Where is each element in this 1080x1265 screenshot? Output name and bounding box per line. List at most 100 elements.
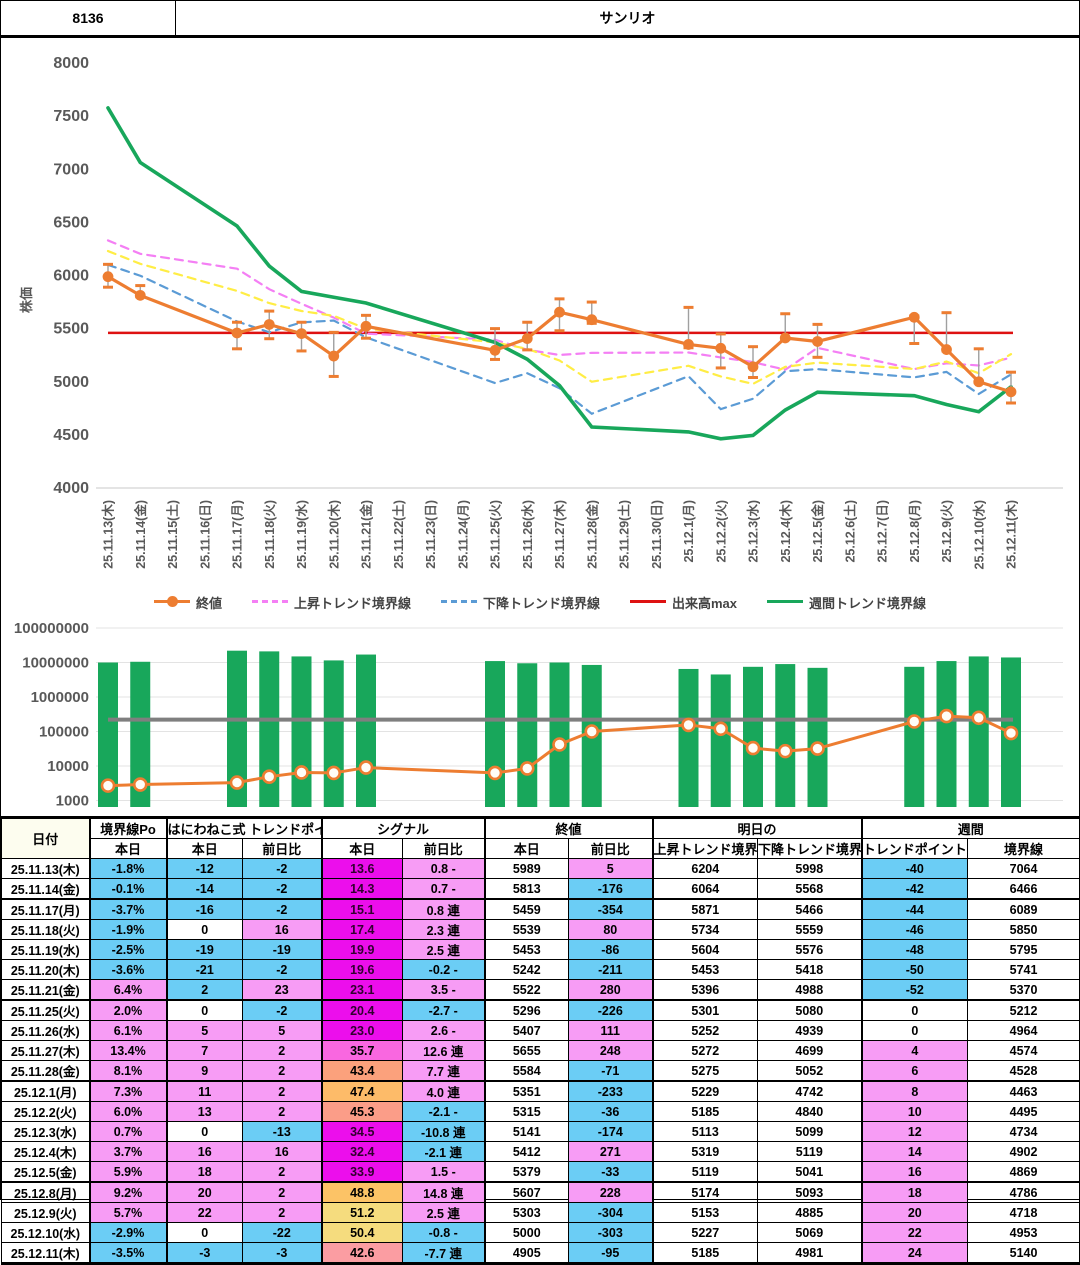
cell-close-diff: 248	[568, 1040, 654, 1061]
legend-label: 週間トレンド境界線	[809, 595, 927, 611]
cell-up-boundary-tomorrow: 5252	[651, 1020, 759, 1041]
x-axis-date-label: 25.12.9(火)	[940, 500, 954, 563]
svg-text:7500: 7500	[53, 108, 89, 125]
cell-signal-today: 33.9	[320, 1161, 403, 1183]
cell-weekly-boundary: 5212	[967, 999, 1080, 1021]
x-axis-date-label: 25.12.8(月)	[908, 500, 922, 563]
cell-up-boundary-tomorrow: 5301	[651, 999, 759, 1021]
cell-signal-today: 43.4	[320, 1060, 403, 1082]
svg-text:5000: 5000	[53, 374, 89, 391]
cell-up-boundary-tomorrow: 5119	[651, 1161, 759, 1183]
x-axis-date-label: 25.11.26(水)	[520, 500, 535, 569]
cell-date: 25.12.11(木)	[1, 1242, 90, 1265]
table-row: 25.11.18(火) -1.9% 0 16 17.4 2.3 連 5539 80 5734 55…	[1, 919, 1080, 940]
cell-hani-diff: 2	[242, 1161, 322, 1183]
col-group-header: シグナル	[320, 818, 486, 839]
cell-weekly-boundary: 4734	[967, 1121, 1080, 1142]
x-axis-date-label: 25.11.18(火)	[263, 500, 277, 569]
svg-text:10000: 10000	[47, 758, 89, 775]
legend-item: 下降トレンド境界線	[440, 593, 600, 612]
svg-text:6000: 6000	[53, 268, 89, 285]
legend-item: 出来高max	[630, 593, 737, 612]
cell-down-boundary-tomorrow: 4939	[757, 1020, 863, 1041]
cell-signal-today: 19.6	[320, 959, 403, 980]
x-axis-date-label: 25.11.28(金)	[584, 500, 599, 569]
table-row: 25.12.3(水) 0.7% 0 -13 34.5 -10.8 連 5141 -174 511…	[1, 1121, 1080, 1142]
cell-close-today: 5296	[483, 999, 570, 1021]
cell-signal-diff: 2.3 連	[401, 919, 486, 940]
cell-hani-diff: 16	[242, 919, 322, 940]
cell-signal-diff: 2.5 連	[401, 1202, 486, 1223]
cell-hani-diff: -19	[242, 939, 322, 960]
cell-po-today: 0.7%	[88, 1121, 167, 1142]
cell-weekly-boundary: 5370	[967, 979, 1080, 1001]
cell-down-boundary-tomorrow: 5418	[757, 959, 863, 980]
cell-close-diff: -33	[568, 1161, 654, 1183]
cell-close-diff: 228	[568, 1181, 654, 1203]
legend-label: 下降トレンド境界線	[482, 595, 600, 611]
cell-date: 25.11.28(金)	[1, 1060, 90, 1082]
table-row: 25.11.19(水) -2.5% -19 -19 19.9 2.5 連 5453 -86 56…	[1, 939, 1080, 960]
cell-down-boundary-tomorrow: 5998	[757, 858, 863, 879]
x-axis-date-label: 25.11.25(火)	[489, 500, 503, 569]
svg-text:4500: 4500	[53, 427, 89, 444]
close-series	[102, 271, 1017, 398]
cell-po-today: -2.5%	[88, 939, 167, 960]
cell-signal-diff: 3.5 -	[401, 979, 486, 1001]
cell-hani-today: -19	[165, 939, 243, 960]
cell-signal-today: 50.4	[320, 1222, 403, 1243]
cell-weekly-trend-point: 6	[860, 1060, 969, 1082]
legend-swatch-dashes	[251, 597, 288, 607]
svg-text:100000000: 100000000	[14, 620, 89, 637]
cell-close-today: 5303	[483, 1202, 570, 1223]
cell-po-today: -3.6%	[88, 959, 167, 980]
table-row: 25.11.25(火) 2.0% 0 -2 20.4 -2.7 -5296 -226 5301…	[1, 999, 1080, 1021]
cell-down-boundary-tomorrow: 5099	[757, 1121, 863, 1142]
cell-date: 25.11.17(月)	[1, 898, 90, 920]
cell-signal-diff: -0.8 -	[401, 1222, 486, 1243]
cell-hani-diff: 2	[242, 1080, 322, 1102]
cell-down-boundary-tomorrow: 5080	[757, 999, 863, 1021]
col-header: 本日	[483, 838, 570, 859]
cell-date: 25.11.18(火)	[1, 919, 90, 940]
chart-legend: 終値 上昇トレンド境界線 下降トレンド境界線 出来高max 週間トレンド境界線	[1, 588, 1079, 616]
cell-signal-today: 23.0	[320, 1020, 403, 1041]
cell-signal-diff: 1.5 -	[401, 1161, 486, 1183]
cell-po-today: -3.5%	[88, 1242, 167, 1265]
cell-up-boundary-tomorrow: 5319	[651, 1141, 759, 1162]
table-row: 25.12.1(月) 7.3% 11 2 47.4 4.0 連 5351 -233 5229 47…	[1, 1080, 1080, 1102]
cell-hani-diff: -2	[242, 858, 322, 879]
col-header: 本日	[165, 838, 243, 859]
x-axis-date-label: 25.12.3(水)	[746, 500, 761, 563]
price-chart: 8000 7500 7000 6500 6000 5500 5000 4500 4000 株価 25…	[1, 38, 1079, 588]
col-group-header: 終値	[483, 818, 654, 839]
cell-down-boundary-tomorrow: 4988	[757, 979, 863, 1001]
svg-text:5500: 5500	[53, 321, 89, 338]
x-axis-date-label: 25.11.15(土)	[165, 500, 180, 569]
volume-chart-svg: 100000000 10000000 1000000 100000 10000 1000	[14, 620, 1063, 810]
cell-signal-today: 13.6	[320, 858, 403, 879]
cell-weekly-boundary: 5850	[967, 919, 1080, 940]
cell-date: 25.11.14(金)	[1, 878, 90, 900]
cell-up-boundary-tomorrow: 5453	[651, 959, 759, 980]
cell-down-boundary-tomorrow: 5466	[757, 898, 863, 920]
cell-signal-diff: 12.6 連	[401, 1040, 486, 1061]
cell-hani-diff: 16	[242, 1141, 322, 1162]
cell-close-today: 5412	[483, 1141, 570, 1162]
cell-po-today: 13.4%	[88, 1040, 167, 1061]
cell-down-boundary-tomorrow: 4699	[757, 1040, 863, 1061]
cell-weekly-trend-point: 0	[860, 1020, 969, 1041]
x-axis-date-label: 25.12.1(月)	[682, 500, 696, 563]
cell-weekly-trend-point: 4	[860, 1040, 969, 1061]
cell-weekly-trend-point: -40	[860, 858, 969, 879]
cell-signal-diff: -10.8 連	[401, 1121, 486, 1142]
cell-signal-diff: 0.7 -	[401, 878, 486, 900]
cell-hani-diff: -2	[242, 898, 322, 920]
cell-signal-today: 23.1	[320, 979, 403, 1001]
cell-signal-today: 45.3	[320, 1101, 403, 1122]
cell-po-today: 5.9%	[88, 1161, 167, 1183]
price-y-axis-label: 株価	[19, 287, 34, 313]
cell-weekly-boundary: 7064	[967, 858, 1080, 879]
cell-weekly-trend-point: 20	[860, 1202, 969, 1223]
cell-close-today: 5141	[483, 1121, 570, 1142]
